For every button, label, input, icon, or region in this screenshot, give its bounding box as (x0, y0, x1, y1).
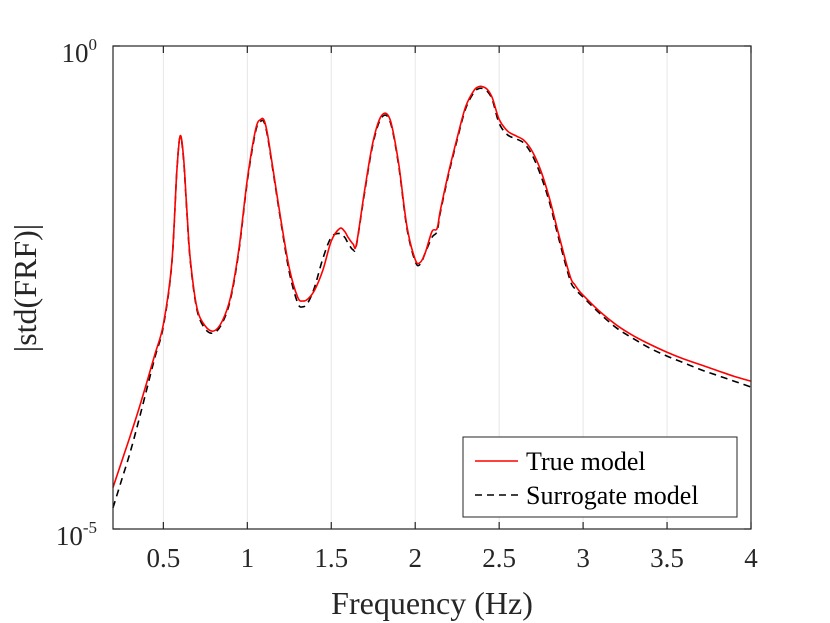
x-tick-label: 2.5 (482, 543, 516, 573)
plot-frame (112, 45, 752, 530)
series-line-true-model (112, 85, 752, 488)
legend: True model Surrogate model (462, 436, 738, 518)
legend-label-true-model: True model (526, 447, 646, 476)
x-tick-label: 0.5 (146, 543, 180, 573)
data-series (112, 85, 752, 508)
y-tick-label-top: 100 (62, 35, 98, 68)
y-tick-label-bottom: 10-5 (56, 518, 97, 551)
x-axis-label: Frequency (Hz) (331, 585, 533, 621)
legend-label-surrogate-model: Surrogate model (526, 481, 699, 510)
x-tick-label: 3 (576, 543, 590, 573)
x-tick-label: 2 (408, 543, 422, 573)
legend-box (462, 436, 738, 518)
axis-ticks (113, 45, 752, 530)
x-tick-label: 1 (241, 543, 255, 573)
x-tick-label: 4 (744, 543, 758, 573)
x-tick-label: 3.5 (650, 543, 684, 573)
y-axis-label: |std(FRF)| (7, 224, 43, 352)
x-tick-label: 1.5 (314, 543, 348, 573)
x-tick-labels: 0.5 1 1.5 2 2.5 3 3.5 4 (146, 543, 758, 573)
